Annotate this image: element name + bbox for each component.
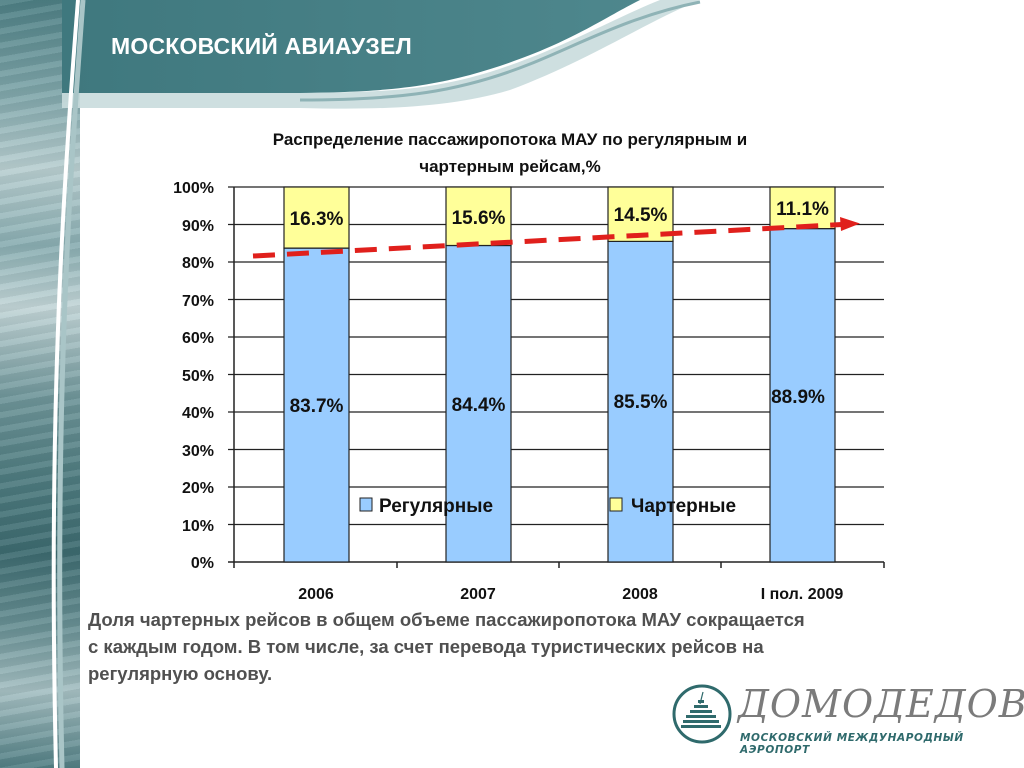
- trend-arrow: [252, 217, 860, 259]
- summary-line: Доля чартерных рейсов в общем объеме пас…: [88, 609, 805, 630]
- charter-value-label: 11.1%: [776, 199, 829, 220]
- y-tick-label: 30%: [182, 443, 214, 460]
- bar-group-2007: 15.6% 84.4%: [445, 186, 512, 563]
- x-tick-label: 2007: [460, 586, 496, 603]
- logo-subtitle: МОСКОВСКИЙ МЕЖДУНАРОДНЫЙ АЭРОПОРТ: [740, 732, 964, 756]
- regular-value-label: 83.7%: [290, 396, 344, 417]
- bar-charter: [283, 186, 350, 249]
- summary-line: регулярную основу.: [88, 663, 273, 684]
- legend-label-charter: Чартерные: [631, 496, 736, 517]
- x-tick-label: I пол. 2009: [761, 586, 844, 603]
- arrowhead-icon: [840, 217, 860, 231]
- y-tick-label: 60%: [182, 330, 214, 347]
- header-title: МОСКОВСКИЙ АВИАУЗЕЛ: [111, 33, 412, 59]
- bar-regular: [445, 244, 512, 563]
- y-tick-label: 90%: [182, 218, 214, 235]
- summary-line: с каждым годом. В том числе, за счет пер…: [88, 636, 764, 657]
- regular-value-label: 85.5%: [614, 392, 668, 413]
- y-tick-label: 70%: [182, 293, 214, 310]
- trend-line: [252, 222, 843, 259]
- legend-label-regular: Регулярные: [379, 496, 493, 517]
- bar-group-2009h1: 11.1% 88.9%: [769, 186, 836, 563]
- y-tick-label: 20%: [182, 480, 214, 497]
- chart-title-line2: чартерным рейсам,%: [419, 157, 601, 176]
- bar-charter: [769, 186, 836, 230]
- y-tick-label: 50%: [182, 368, 214, 385]
- charter-value-label: 16.3%: [290, 209, 344, 230]
- regular-value-label: 84.4%: [452, 395, 506, 416]
- legend: Регулярные Чартерные: [359, 496, 736, 517]
- x-axis-labels: 2006 2007 2008 I пол. 2009: [298, 586, 843, 603]
- charter-value-label: 14.5%: [614, 205, 668, 226]
- regular-value-label: 88.9%: [771, 387, 825, 408]
- charter-value-label: 15.6%: [452, 208, 506, 229]
- y-tick-label: 80%: [182, 255, 214, 272]
- y-axis-labels: 100% 90% 80% 70% 60% 50% 40% 30% 20% 10%…: [173, 180, 214, 572]
- y-tick-label: 40%: [182, 405, 214, 422]
- chart-title-line1: Распределение пассажиропотока МАУ по рег…: [272, 130, 748, 149]
- summary-text: Доля чартерных рейсов в общем объеме пас…: [88, 606, 988, 687]
- logo-emblem-icon: [672, 684, 732, 744]
- x-tick-label: 2008: [622, 586, 658, 603]
- bar-regular: [283, 247, 350, 563]
- y-tick-label: 10%: [182, 518, 214, 535]
- legend-swatch-charter: [609, 497, 623, 512]
- domodedovo-logo: ДОМОДЕДОВО МОСКОВСКИЙ МЕЖДУНАРОДНЫЙ АЭРО…: [668, 680, 1024, 760]
- logo-name: ДОМОДЕДОВО: [738, 682, 1024, 726]
- y-tick-label: 0%: [191, 555, 214, 572]
- x-tick-label: 2006: [298, 586, 334, 603]
- chart-title: Распределение пассажиропотока МАУ по рег…: [200, 126, 820, 180]
- bar-group-2006: 16.3% 83.7%: [283, 186, 350, 563]
- y-tick-label: 100%: [173, 180, 214, 197]
- x-axis-ticks: [396, 562, 885, 568]
- legend-swatch-regular: [359, 497, 373, 512]
